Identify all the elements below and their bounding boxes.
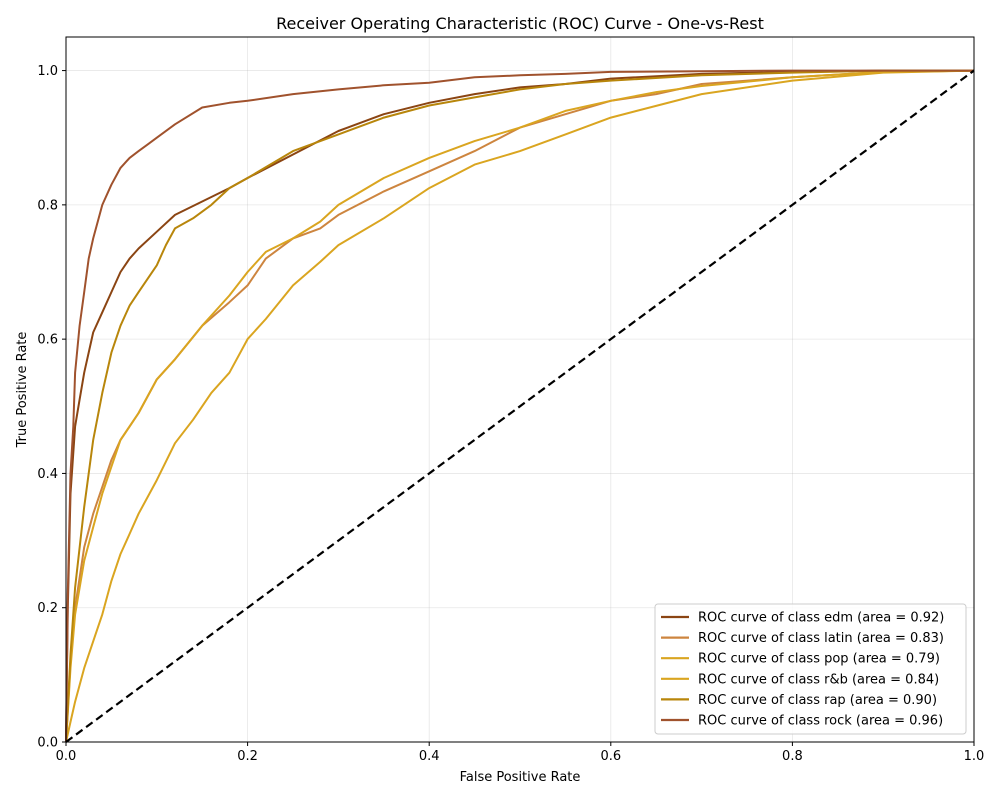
y-tick-label: 0.0 <box>37 736 58 751</box>
y-tick-label: 0.6 <box>37 333 58 348</box>
legend: ROC curve of class edm (area = 0.92) ROC … <box>654 603 967 735</box>
axis-ticks: 0.0 0.2 0.4 0.6 0.8 1.0 0.0 0.2 0.4 0.6 0.8 1.0 <box>37 64 984 764</box>
x-tick-label: 0.4 <box>419 749 440 764</box>
curves <box>65 69 975 743</box>
chance-diagonal-line <box>65 69 975 743</box>
x-tick-label: 0.6 <box>600 749 621 764</box>
roc-curve-series-5 <box>65 69 974 743</box>
y-axis-label: True Positive Rate <box>15 332 30 449</box>
x-tick-label: 1.0 <box>964 749 985 764</box>
legend-entry: ROC curve of class rap (area = 0.90) <box>698 693 937 708</box>
legend-entry: ROC curve of class edm (area = 0.92) <box>698 611 944 626</box>
y-tick-label: 0.4 <box>37 467 58 482</box>
x-tick-label: 0.8 <box>782 749 803 764</box>
legend-entry: ROC curve of class r&b (area = 0.84) <box>698 672 939 687</box>
y-tick-label: 0.2 <box>37 601 58 616</box>
plot-frame <box>65 36 975 743</box>
chart-title: Receiver Operating Characteristic (ROC) … <box>276 14 764 33</box>
x-tick-label: 0.2 <box>237 749 258 764</box>
roc-curve-series-2 <box>65 69 975 743</box>
y-tick-label: 1.0 <box>37 64 58 79</box>
roc-curve-series-3 <box>65 69 975 743</box>
legend-box <box>654 603 967 735</box>
legend-entry: ROC curve of class rock (area = 0.96) <box>698 714 943 729</box>
y-tick-label: 0.8 <box>37 198 58 213</box>
legend-entry: ROC curve of class latin (area = 0.83) <box>698 631 944 646</box>
legend-entry: ROC curve of class pop (area = 0.79) <box>698 652 940 667</box>
roc-curve-series-4 <box>65 69 974 743</box>
x-axis-label: False Positive Rate <box>460 770 581 785</box>
x-tick-label: 0.0 <box>56 749 77 764</box>
